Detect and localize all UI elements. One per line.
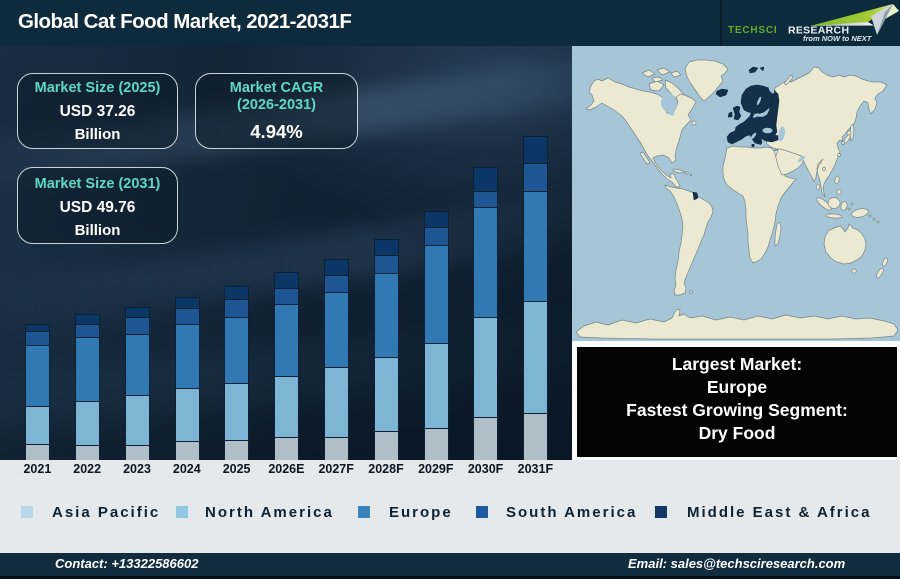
- svg-text:RESEARCH: RESEARCH: [788, 25, 849, 37]
- svg-text:TECHSCI: TECHSCI: [728, 25, 778, 36]
- svg-text:from NOW to NEXT: from NOW to NEXT: [803, 34, 873, 43]
